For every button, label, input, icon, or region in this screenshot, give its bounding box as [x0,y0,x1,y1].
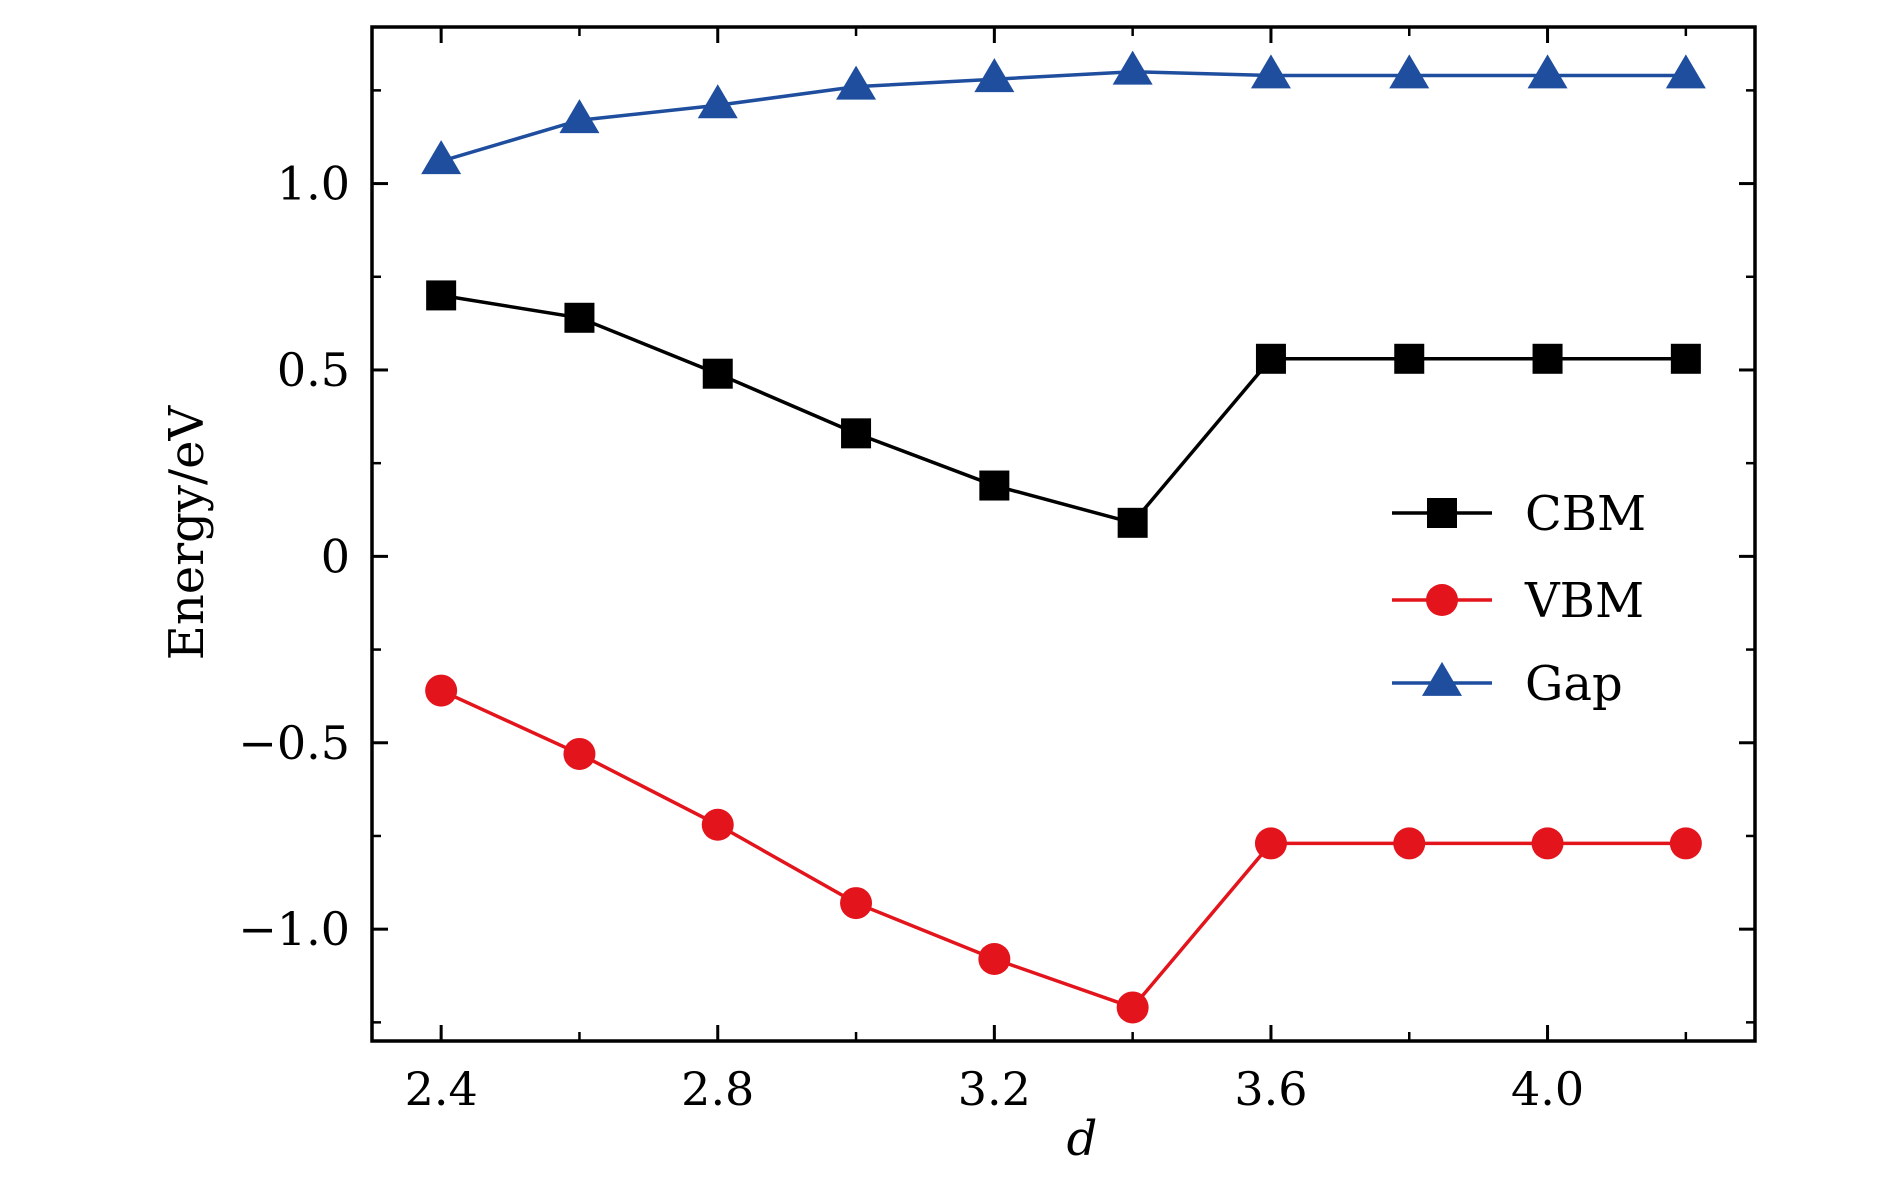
series-vbm [425,674,1702,1024]
data-point-vbm [563,737,596,770]
x-tick-label: 2.8 [681,1062,754,1116]
plot-frame [370,25,1757,1043]
legend-item-cbm: CBM [1392,486,1646,542]
legend-item-gap: Gap [1392,656,1623,712]
y-tick-label: −0.5 [238,716,350,770]
series-line-gap [440,69,1686,163]
data-point-vbm [1531,827,1564,860]
series-line-vbm [440,688,1686,1010]
y-tick-label: 1.0 [277,157,350,211]
data-point-cbm [564,302,595,333]
data-point-gap [836,65,877,100]
data-point-cbm [702,358,733,389]
y-tick-label: −1.0 [238,902,350,956]
legend-marker-cbm [1427,498,1457,528]
y-tick-label: 0 [321,529,350,583]
data-point-vbm [1116,991,1149,1024]
data-point-cbm [1255,343,1286,374]
data-point-gap [974,58,1015,93]
data-point-vbm [978,942,1011,975]
data-point-gap [1250,54,1291,89]
data-point-gap [1389,54,1430,89]
y-axis-title: Energy/eV [159,404,215,660]
x-tick-label: 3.6 [1234,1062,1307,1116]
data-point-cbm [1532,343,1563,374]
legend-item-vbm: VBM [1392,573,1644,629]
data-point-gap [1527,54,1568,89]
y-tick-label: 0.5 [277,343,350,397]
legend: CBM VBM Gap [1392,486,1646,712]
data-point-vbm [701,808,734,841]
data-point-gap [1665,54,1706,89]
x-tick-label: 3.2 [958,1062,1031,1116]
series-line-cbm [440,293,1686,525]
data-point-gap [559,99,600,134]
legend-marker-gap [1422,661,1462,696]
legend-marker-vbm [1426,584,1458,616]
data-point-vbm [1254,827,1287,860]
series-gap [421,50,1706,175]
data-point-cbm [979,470,1010,501]
data-point-vbm [1669,827,1702,860]
data-point-cbm [1117,507,1148,538]
data-point-gap [421,140,462,175]
data-point-cbm [1394,343,1425,374]
legend-label-gap: Gap [1525,656,1623,712]
data-point-gap [697,84,738,119]
data-point-gap [1112,50,1153,85]
ticks-layer: 2.4 2.8 3.2 3.6 4.0 −1.0 −0.5 0 0.5 1.0 [238,27,1755,1116]
data-point-cbm [1670,343,1701,374]
x-tick-label: 4.0 [1511,1062,1584,1116]
data-point-cbm [841,418,872,449]
x-axis-title: d [1067,1111,1098,1167]
legend-label-cbm: CBM [1525,486,1646,542]
data-point-vbm [840,887,873,920]
data-point-vbm [425,674,458,707]
x-tick-label: 2.4 [405,1062,478,1116]
legend-label-vbm: VBM [1524,573,1644,629]
series-cbm [426,280,1701,538]
data-point-vbm [1393,827,1426,860]
series-layer [421,50,1706,1024]
data-point-cbm [426,280,457,311]
